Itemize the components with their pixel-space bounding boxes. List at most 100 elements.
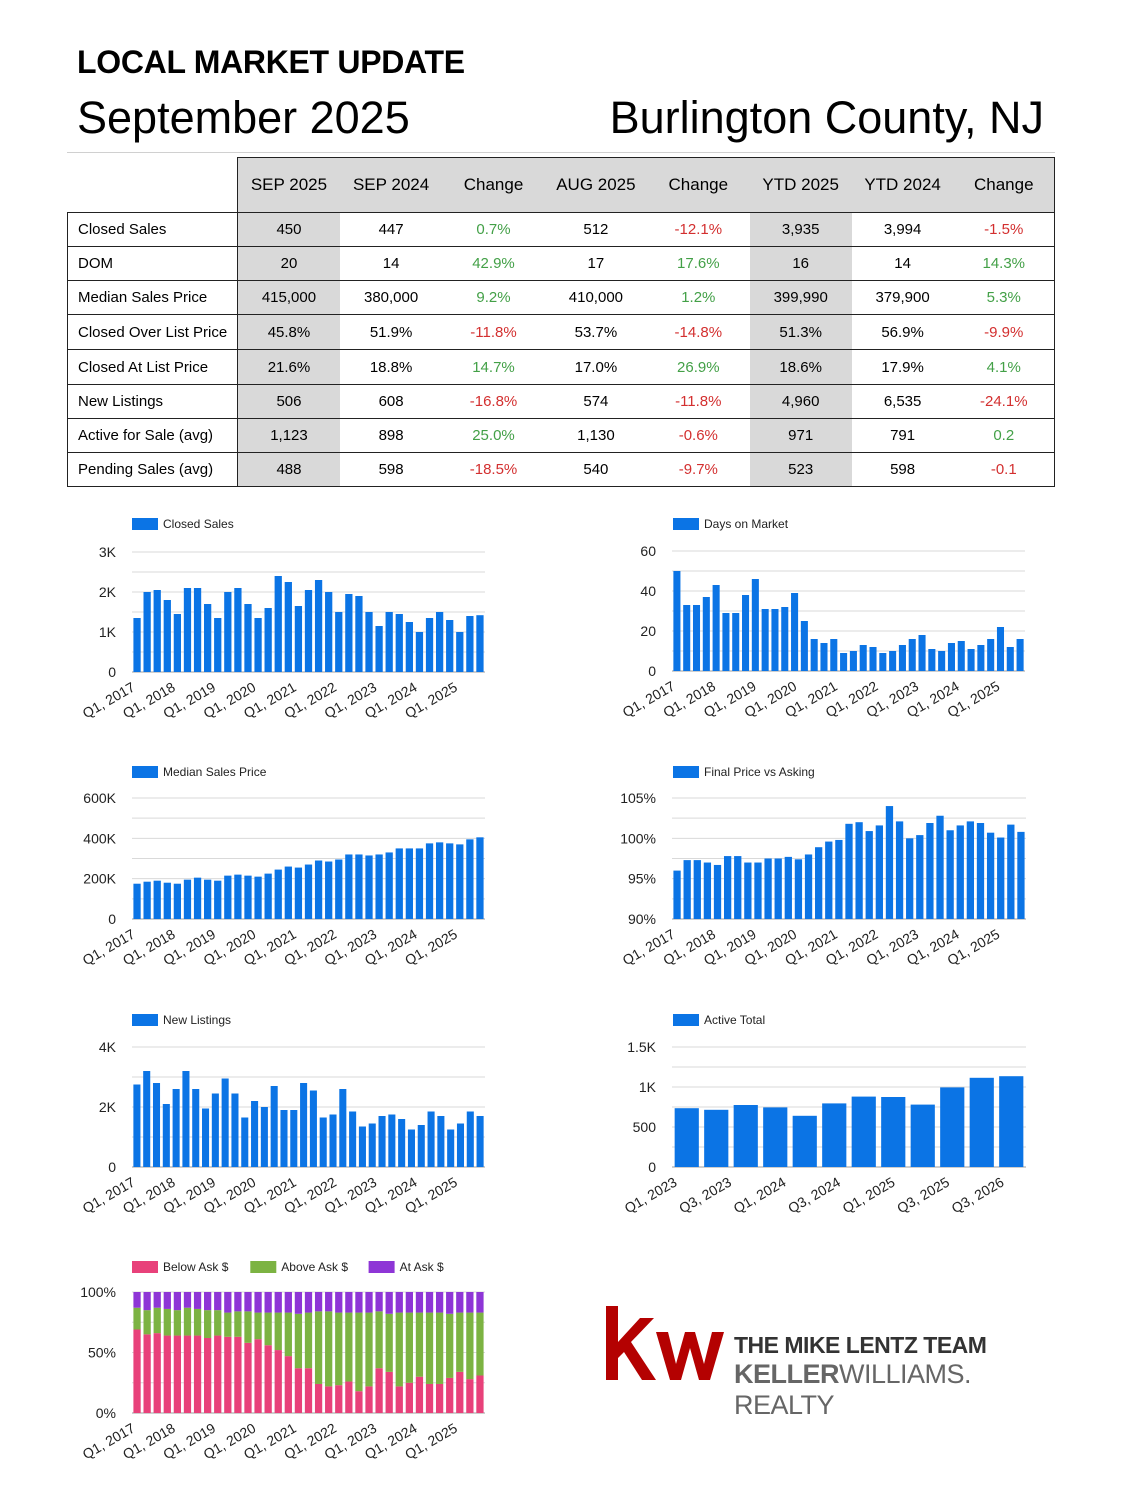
table-row: Closed At List Price 21.6% 18.8% 14.7% 17.0%… bbox=[67, 349, 1055, 385]
bar-segment bbox=[143, 1292, 151, 1311]
bar bbox=[345, 594, 353, 672]
col-sep-2024: SEP 2024 bbox=[340, 157, 443, 213]
bar bbox=[810, 639, 818, 671]
bar bbox=[692, 605, 701, 671]
bar bbox=[999, 1076, 1024, 1167]
bar bbox=[214, 880, 222, 919]
bar-segment bbox=[345, 1292, 353, 1313]
bar bbox=[466, 616, 474, 672]
bar bbox=[751, 579, 759, 671]
y-tick-label: 3K bbox=[99, 544, 117, 560]
bar bbox=[183, 588, 192, 672]
bar bbox=[349, 1111, 357, 1167]
bar bbox=[804, 854, 813, 919]
bar bbox=[425, 843, 434, 919]
bar-segment bbox=[244, 1342, 252, 1413]
bar-segment bbox=[466, 1379, 474, 1413]
bar-segment bbox=[446, 1292, 454, 1314]
legend-label: Active Total bbox=[704, 1013, 765, 1027]
kw-logo-icon bbox=[606, 1306, 724, 1380]
y-tick-label: 100% bbox=[80, 1284, 116, 1300]
table-row: Median Sales Price 415,000 380,000 9.2% 410,… bbox=[67, 280, 1055, 315]
bar bbox=[754, 862, 762, 919]
legend-swatch bbox=[250, 1261, 277, 1273]
bar bbox=[763, 1107, 788, 1167]
value-cell: 17 bbox=[544, 246, 647, 281]
bar bbox=[254, 876, 262, 919]
value-cell: 506 bbox=[237, 384, 341, 419]
bar-segment bbox=[163, 1335, 171, 1413]
bar-segment bbox=[476, 1375, 484, 1413]
bar-segment bbox=[355, 1391, 363, 1413]
row-label: Closed Over List Price bbox=[67, 314, 238, 350]
bar-segment bbox=[234, 1311, 242, 1337]
value-cell: 540 bbox=[544, 452, 647, 487]
bar bbox=[966, 821, 975, 919]
value-cell: 14 bbox=[340, 246, 443, 281]
change-cell: -14.8% bbox=[646, 314, 750, 350]
report-location: Burlington County, NJ bbox=[609, 92, 1044, 143]
bar-segment bbox=[284, 1356, 292, 1413]
x-tick-label: Q1, 2025 bbox=[840, 1174, 898, 1217]
bar bbox=[936, 815, 944, 919]
bar-segment bbox=[375, 1311, 383, 1369]
bar bbox=[792, 1115, 817, 1167]
table-row: DOM 20 14 42.9% 17 17.6% 16 14 14.3% bbox=[67, 246, 1055, 281]
bar bbox=[928, 649, 936, 671]
change-cell: -9.7% bbox=[646, 452, 750, 487]
bar bbox=[214, 618, 222, 672]
bar-segment bbox=[365, 1386, 373, 1413]
bar-segment bbox=[294, 1368, 303, 1413]
bar bbox=[173, 883, 182, 919]
bar bbox=[916, 835, 924, 919]
bar bbox=[294, 867, 303, 919]
bar bbox=[241, 1117, 249, 1167]
bar bbox=[405, 848, 413, 919]
bar bbox=[845, 823, 853, 919]
bar-segment bbox=[173, 1335, 182, 1413]
brokerage-name: KELLERWILLIAMS. REALTY bbox=[734, 1359, 1044, 1421]
bar bbox=[1016, 639, 1024, 671]
bar bbox=[183, 879, 192, 919]
bar bbox=[274, 576, 282, 672]
bar bbox=[447, 1129, 455, 1167]
bar-segment bbox=[446, 1377, 454, 1413]
bar-segment bbox=[274, 1292, 282, 1313]
bar bbox=[231, 1093, 239, 1167]
bar bbox=[446, 620, 454, 672]
legend-label: New Listings bbox=[163, 1013, 231, 1027]
bar bbox=[270, 1086, 278, 1167]
bar bbox=[385, 852, 393, 919]
value-cell: 18.6% bbox=[749, 349, 852, 385]
bar bbox=[476, 1116, 484, 1167]
bar-segment bbox=[456, 1371, 464, 1413]
bar-segment bbox=[314, 1311, 323, 1384]
change-cell: 25.0% bbox=[442, 418, 545, 453]
value-cell: 6,535 bbox=[851, 384, 954, 419]
bar bbox=[427, 1111, 435, 1167]
bar bbox=[193, 588, 202, 672]
change-cell: -11.8% bbox=[442, 314, 545, 350]
report-month: September 2025 bbox=[77, 92, 410, 143]
bar bbox=[825, 841, 833, 919]
bar-segment bbox=[385, 1313, 393, 1372]
bar bbox=[1007, 824, 1015, 919]
bar-segment bbox=[193, 1308, 202, 1336]
x-tick-label: Q3, 2026 bbox=[949, 1174, 1007, 1217]
bar bbox=[732, 613, 740, 671]
row-label: Median Sales Price bbox=[67, 280, 238, 315]
bar bbox=[224, 592, 232, 672]
bar bbox=[304, 864, 313, 919]
bar-segment bbox=[405, 1292, 413, 1313]
y-tick-label: 0 bbox=[108, 664, 116, 680]
y-tick-label: 50% bbox=[88, 1345, 116, 1361]
bar bbox=[143, 592, 151, 672]
bar bbox=[319, 1117, 327, 1167]
bar bbox=[940, 1087, 965, 1167]
bar-segment bbox=[456, 1312, 464, 1372]
bar bbox=[415, 632, 424, 672]
y-tick-label: 95% bbox=[628, 871, 656, 887]
bar bbox=[875, 825, 883, 919]
value-cell: 379,900 bbox=[851, 280, 954, 315]
